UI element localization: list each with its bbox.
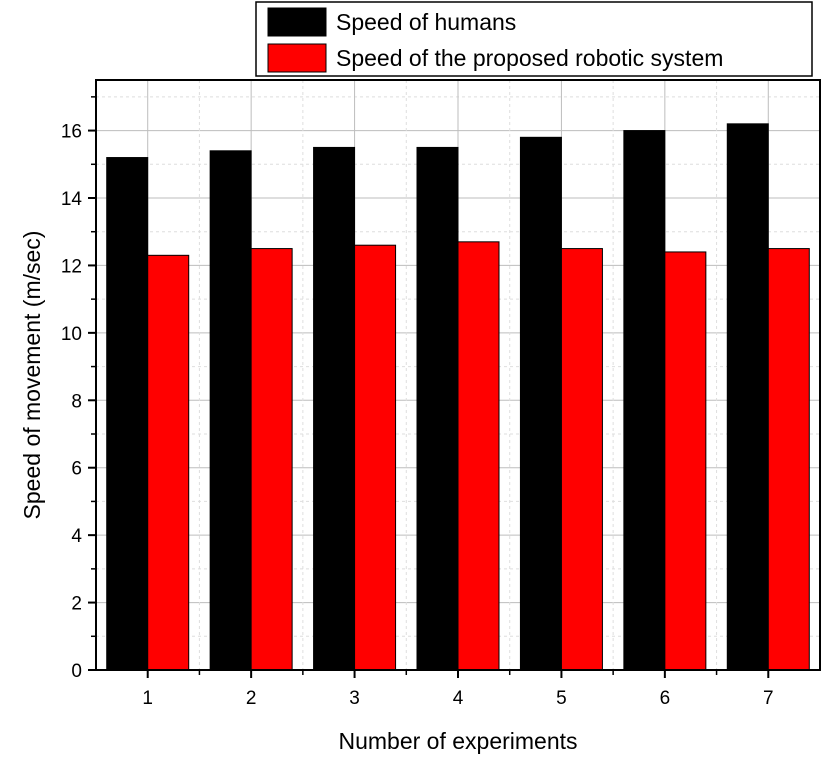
y-tick-label: 14 (61, 189, 83, 210)
bar-robotic-system (354, 244, 397, 671)
y-tick-label: 0 (71, 661, 82, 682)
legend-swatch-robotic-system (267, 43, 327, 73)
x-tick-label: 2 (246, 688, 257, 709)
bar-humans (416, 146, 459, 671)
y-tick-label: 12 (61, 256, 82, 277)
bar-robotic-system (767, 248, 810, 671)
y-tick-label: 10 (61, 324, 82, 345)
legend-swatch-humans (267, 7, 327, 37)
y-tick-label: 6 (71, 459, 82, 480)
x-tick-label: 7 (763, 688, 774, 709)
y-axis-label: Speed of movement (m/sec) (19, 231, 45, 520)
bar-humans (726, 123, 769, 671)
y-tick-label: 16 (61, 122, 82, 143)
bar-humans (519, 136, 562, 671)
bar-humans (209, 150, 252, 671)
x-tick-label: 1 (142, 688, 153, 709)
bar-humans (106, 157, 149, 671)
bar-robotic-system (250, 248, 293, 671)
legend-label-robotic-system: Speed of the proposed robotic system (336, 45, 723, 71)
bars (106, 123, 810, 671)
x-tick-label: 4 (453, 688, 464, 709)
x-axis-label: Number of experiments (338, 728, 577, 754)
x-tick-label: 6 (660, 688, 671, 709)
bar-robotic-system (560, 248, 603, 671)
bar-robotic-system (457, 241, 500, 671)
bar-robotic-system (147, 254, 190, 671)
legend-label-humans: Speed of humans (336, 9, 516, 35)
y-tick-label: 4 (71, 526, 82, 547)
x-axis: 1 2 3 4 5 6 7 (142, 670, 774, 709)
y-tick-label: 2 (71, 594, 82, 615)
x-tick-label: 3 (349, 688, 360, 709)
y-axis: 0 2 4 6 8 10 12 14 16 (61, 96, 96, 682)
y-tick-label: 8 (71, 391, 82, 412)
legend: Speed of humans Speed of the proposed ro… (255, 1, 813, 77)
bar-humans (313, 146, 356, 671)
bar-humans (623, 130, 666, 671)
legend-box (255, 1, 813, 77)
x-tick-label: 5 (556, 688, 567, 709)
bar-robotic-system (664, 251, 707, 671)
